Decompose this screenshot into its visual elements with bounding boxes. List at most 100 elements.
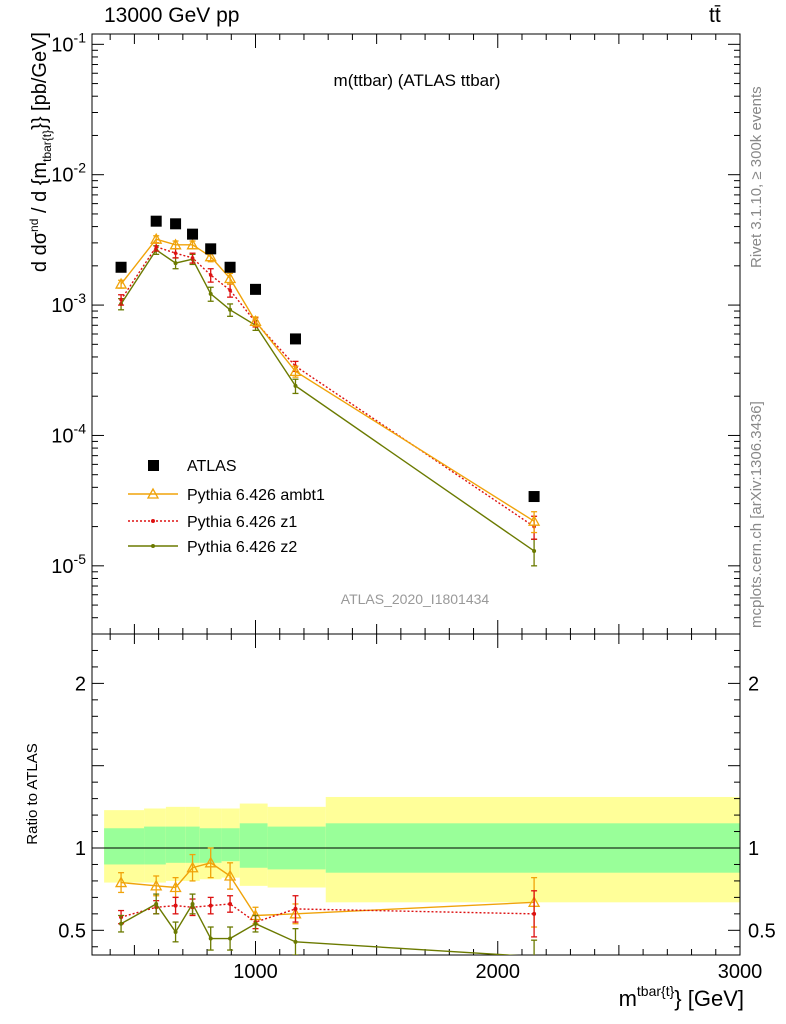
z2-point (208, 291, 213, 296)
atlas-point (150, 215, 162, 227)
ratio-band-green (104, 828, 145, 865)
y-axis-label-unit: }} [pb/GeV] (29, 32, 51, 130)
y-tick-base: 10 (51, 165, 73, 187)
ratio-z1-point (293, 906, 298, 911)
legend-label: Pythia 6.426 z2 (187, 539, 297, 556)
energy-label: 13000 GeV pp (104, 4, 240, 27)
y-tick-label: 10-4 (51, 420, 86, 447)
y-tick-base: 10 (51, 556, 73, 578)
z1-point (119, 297, 123, 302)
y-tick-label: 10-5 (51, 551, 86, 578)
z1-line (120, 245, 535, 528)
y-tick-base: 10 (51, 425, 73, 447)
ratio-y-tick-label-right: 1 (748, 838, 759, 860)
atlas-point (250, 283, 262, 295)
ambt1-point (150, 232, 163, 244)
legend-marker-z2 (151, 544, 155, 548)
ratio-y-tick-label-left: 2 (75, 673, 86, 695)
legend-label: ATLAS (187, 458, 237, 475)
x-axis-label: mtbar{t}} [GeV] (619, 983, 744, 1011)
ratio-z2-point (253, 921, 258, 926)
ambt1-point (249, 315, 262, 327)
ambt1-line (120, 238, 535, 522)
z2-point (532, 548, 537, 553)
ratio-band-green (144, 826, 166, 865)
y-tick-label: 10-3 (51, 290, 86, 317)
atlas-point (170, 218, 182, 230)
z1-point (208, 273, 213, 277)
ratio-ambt1-point (150, 879, 163, 891)
y-tick-exponent: -3 (74, 290, 87, 306)
ambt1-point (204, 250, 217, 262)
legend-label: Pythia 6.426 ambt1 (187, 487, 325, 504)
z2-point (173, 261, 178, 266)
ratio-z2-point (293, 939, 298, 944)
ratio-z1-line (120, 903, 535, 923)
atlas-point (187, 228, 199, 240)
legend-marker-z1 (151, 519, 155, 523)
y-tick-base: 10 (51, 34, 73, 56)
ratio-z2-point (154, 901, 159, 906)
x-tick-label: 1000 (233, 961, 278, 983)
y-axis-label-dm: / d {m (29, 162, 51, 219)
ratio-z2-point (190, 901, 195, 906)
ratio-y-tick-label-right: 2 (748, 673, 759, 695)
ambt1-point (169, 238, 182, 250)
analysis-watermark: ATLAS_2020_I1801434 (341, 591, 490, 607)
ratio-z1-point (228, 901, 233, 906)
y-axis-label-sub: tbar{t} (40, 130, 54, 162)
ratio-y-tick-label-left: 0.5 (58, 920, 86, 942)
ratio-ambt1-point (204, 856, 217, 868)
rivet-version-label: Rivet 3.1.10, ≥ 300k events (748, 86, 765, 268)
mcplots-label: mcplots.cern.ch [arXiv:1306.3436] (748, 401, 765, 628)
x-tick-label: 3000 (718, 961, 763, 983)
plot-title: m(ttbar) (ATLAS ttbar) (334, 71, 501, 90)
z1-point (228, 288, 232, 293)
x-axis-label-superscript: tbar{t} (637, 983, 675, 999)
ratio-band-green (165, 826, 186, 863)
z2-line (120, 248, 535, 552)
ambt1-point (114, 277, 128, 289)
ratio-z1-point (208, 903, 213, 908)
ratio-z2-point (119, 921, 124, 926)
ratio-z2-point (208, 936, 213, 941)
y-axis-label-dsigma: dσ (29, 231, 51, 255)
ratio-z1-point (532, 911, 537, 916)
x-axis-label-base: m (619, 986, 637, 1011)
ratio-y-axis-label: Ratio to ATLAS (24, 743, 41, 844)
z2-point (293, 383, 298, 388)
y-tick-base: 10 (51, 295, 73, 317)
y-tick-exponent: -1 (74, 29, 87, 45)
ratio-ambt1-point (223, 869, 237, 881)
y-axis-label-sup: nd (27, 219, 41, 232)
y-tick-label: 10-2 (51, 160, 86, 187)
ratio-band-green (185, 826, 200, 863)
ratio-frame (91, 633, 741, 956)
legend-marker-ambt1 (146, 487, 160, 499)
atlas-point (224, 261, 236, 273)
legend-label: Pythia 6.426 z1 (187, 514, 297, 531)
ratio-band-green (221, 828, 240, 862)
ambt1-point (186, 238, 199, 250)
x-tick-label: 2000 (476, 961, 521, 983)
ratio-z2-point (532, 954, 536, 955)
ratio-ambt1-point (169, 881, 182, 893)
atlas-point (205, 243, 217, 255)
atlas-point (115, 261, 127, 273)
z1-point (154, 244, 158, 249)
ambt1-point (289, 365, 302, 377)
ratio-z2-point (173, 929, 178, 934)
atlas-point (289, 333, 301, 345)
ratio-z2-line (120, 902, 519, 955)
ratio-series-group (114, 847, 541, 955)
y-tick-exponent: -5 (74, 551, 87, 567)
process-label: tt̄ (709, 4, 721, 27)
ratio-band-green (199, 828, 222, 863)
x-axis-label-unit: } [GeV] (674, 986, 744, 1011)
atlas-point (528, 491, 540, 503)
y-axis-label-d: d (29, 255, 51, 272)
y-tick-label: 10-1 (51, 29, 86, 56)
ratio-band-green (239, 823, 268, 868)
z1-point (173, 251, 178, 255)
